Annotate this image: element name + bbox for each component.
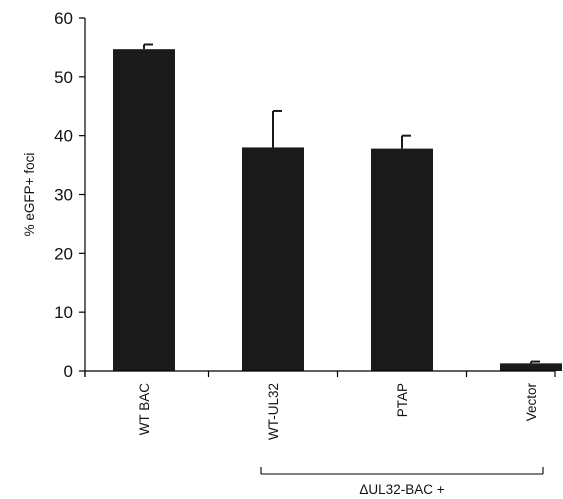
y-tick-label: 10 — [54, 303, 73, 322]
x-axis: WT BAC WT-UL32 PTAP Vector — [84, 370, 556, 440]
bars — [113, 43, 562, 371]
group-label: ΔUL32-BAC + — [359, 482, 444, 497]
y-tick-label: 0 — [64, 362, 73, 381]
x-tick-label: WT-UL32 — [266, 383, 281, 440]
x-tick-label: WT BAC — [137, 383, 152, 436]
x-tick-label: PTAP — [395, 383, 410, 417]
group-annotation: ΔUL32-BAC + — [260, 467, 544, 497]
y-tick-label: 60 — [54, 9, 73, 28]
bar — [371, 148, 433, 371]
bar — [500, 363, 562, 371]
bar — [242, 147, 304, 371]
y-tick-label: 50 — [54, 68, 73, 87]
y-axis: 0 10 20 30 40 50 60 — [54, 9, 86, 381]
y-tick-label: 40 — [54, 127, 73, 146]
y-axis-title: % eGFP+ foci — [22, 153, 37, 237]
bar — [113, 49, 175, 371]
x-tick-label: Vector — [524, 383, 539, 422]
y-tick-label: 30 — [54, 186, 73, 205]
y-tick-label: 20 — [54, 244, 73, 263]
